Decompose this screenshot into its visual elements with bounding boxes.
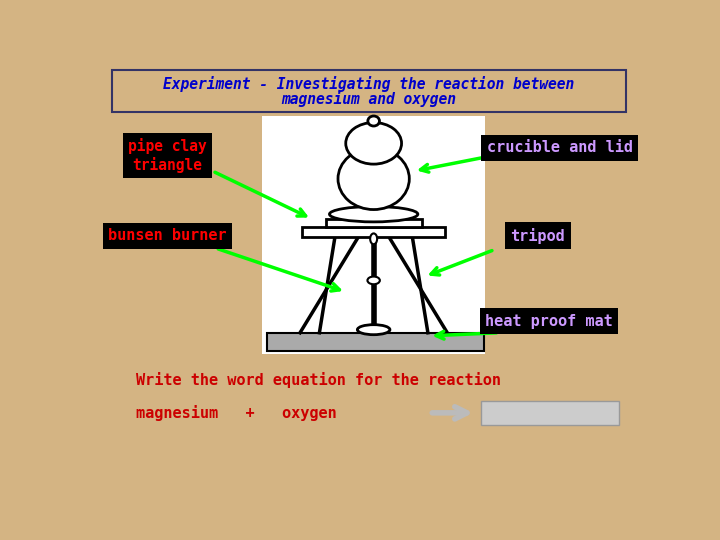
- Text: Experiment - Investigating the reaction between: Experiment - Investigating the reaction …: [163, 76, 575, 92]
- Text: bunsen burner: bunsen burner: [108, 228, 227, 243]
- Ellipse shape: [338, 148, 409, 210]
- Ellipse shape: [367, 276, 380, 284]
- Ellipse shape: [330, 206, 418, 222]
- Text: Write the word equation for the reaction: Write the word equation for the reaction: [137, 373, 502, 388]
- FancyBboxPatch shape: [325, 219, 422, 227]
- Text: magnesium   +   oxygen: magnesium + oxygen: [137, 405, 337, 421]
- Text: heat proof mat: heat proof mat: [485, 314, 613, 329]
- Text: magnesium and oxygen: magnesium and oxygen: [282, 91, 456, 107]
- FancyBboxPatch shape: [302, 226, 445, 237]
- FancyBboxPatch shape: [262, 116, 485, 354]
- Text: crucible and lid: crucible and lid: [487, 140, 633, 156]
- Ellipse shape: [368, 116, 379, 126]
- Text: tripod: tripod: [510, 228, 565, 244]
- Ellipse shape: [370, 233, 377, 244]
- Text: pipe clay
triangle: pipe clay triangle: [128, 138, 207, 173]
- FancyBboxPatch shape: [482, 401, 619, 425]
- Ellipse shape: [357, 325, 390, 335]
- Ellipse shape: [346, 123, 402, 164]
- FancyBboxPatch shape: [266, 333, 484, 351]
